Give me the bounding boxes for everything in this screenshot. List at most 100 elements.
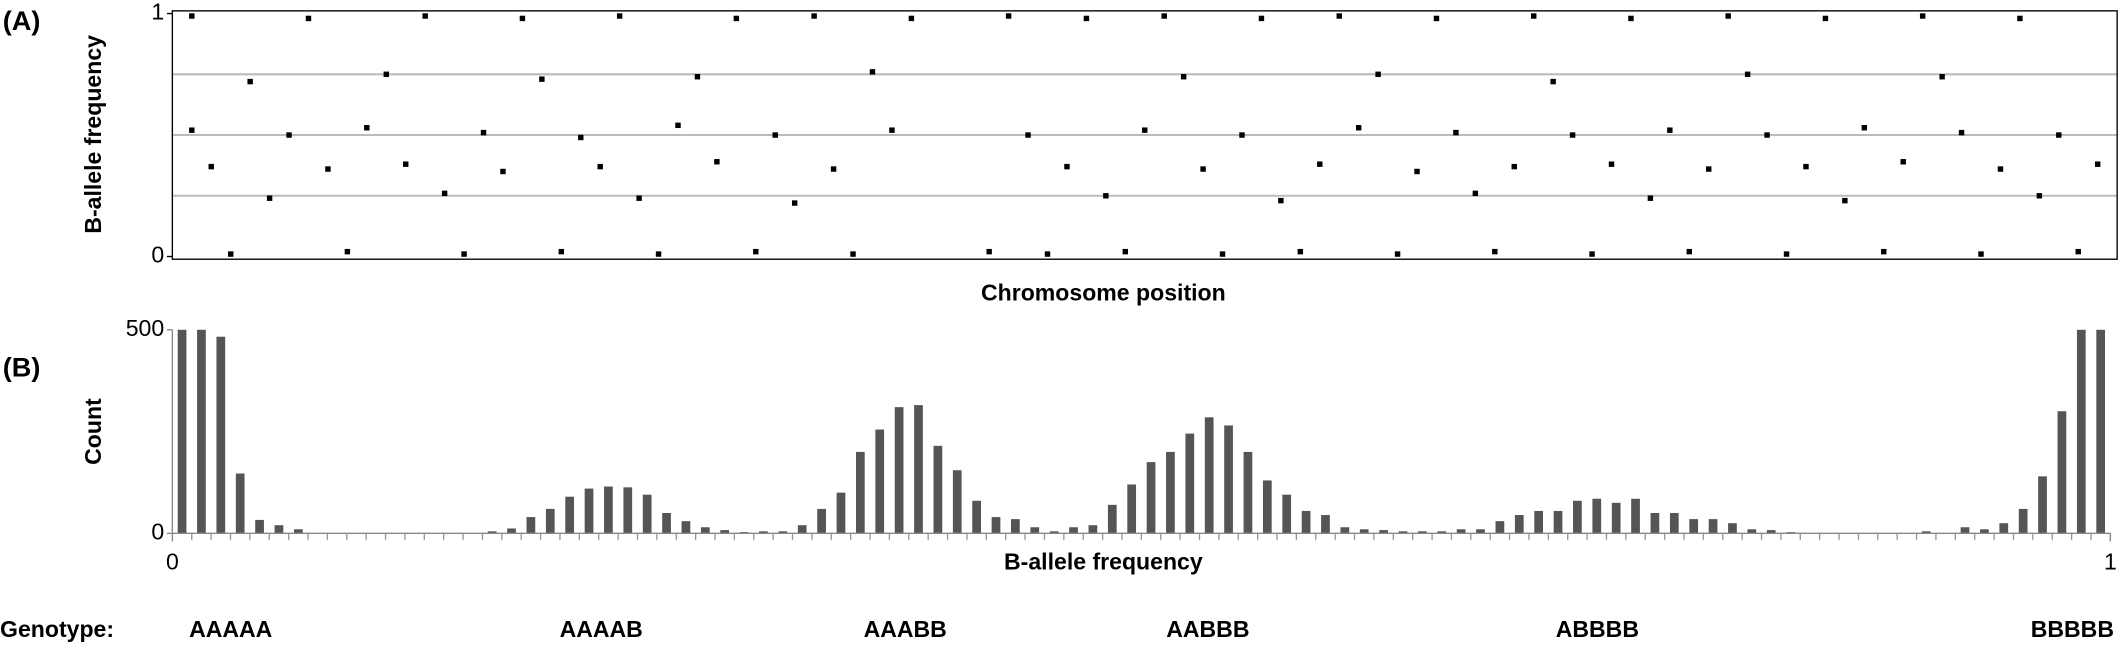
point bbox=[597, 163, 603, 170]
point bbox=[461, 251, 467, 257]
point bbox=[500, 168, 506, 175]
point bbox=[1219, 251, 1226, 257]
point bbox=[2036, 193, 2043, 199]
bar bbox=[894, 407, 904, 534]
bar bbox=[1766, 530, 1776, 534]
point bbox=[422, 13, 428, 19]
bar bbox=[197, 329, 206, 534]
point bbox=[830, 166, 837, 172]
bar bbox=[875, 429, 885, 534]
bar bbox=[1359, 529, 1369, 534]
point bbox=[247, 78, 253, 85]
bar bbox=[778, 531, 788, 534]
bar bbox=[836, 492, 846, 534]
point bbox=[791, 200, 798, 206]
bar bbox=[584, 488, 594, 534]
point bbox=[1842, 197, 1848, 204]
bar bbox=[545, 508, 555, 534]
point bbox=[1103, 193, 1109, 199]
bar bbox=[2096, 329, 2106, 534]
bar bbox=[1262, 480, 1272, 534]
bar bbox=[2057, 411, 2067, 534]
point bbox=[286, 132, 292, 138]
bar bbox=[1573, 500, 1582, 534]
bar bbox=[1166, 451, 1175, 534]
bar bbox=[1030, 527, 1040, 534]
bar bbox=[507, 528, 516, 534]
bar bbox=[1553, 510, 1563, 534]
point bbox=[616, 13, 623, 19]
point bbox=[2075, 248, 2081, 255]
bar bbox=[1185, 433, 1195, 534]
bar bbox=[1611, 502, 1621, 534]
bar bbox=[720, 530, 730, 534]
genotype-label: AAAAB bbox=[560, 616, 643, 642]
point bbox=[1005, 13, 1012, 19]
bar bbox=[1398, 531, 1408, 534]
bar bbox=[972, 500, 981, 534]
point bbox=[558, 248, 565, 255]
genotype-label: ABBBB bbox=[1556, 616, 1639, 642]
point bbox=[189, 127, 195, 133]
point bbox=[1822, 15, 1829, 22]
bar bbox=[526, 517, 536, 534]
bar bbox=[1418, 531, 1427, 534]
bar bbox=[933, 445, 943, 534]
point bbox=[305, 15, 312, 22]
point bbox=[1939, 74, 1945, 80]
bar bbox=[1534, 510, 1544, 534]
bar bbox=[1437, 531, 1447, 534]
bar bbox=[1340, 527, 1350, 534]
point bbox=[1394, 251, 1401, 257]
point bbox=[1647, 195, 1654, 201]
x-axis-label: Chromosome position bbox=[981, 280, 1226, 306]
bar bbox=[1669, 513, 1679, 534]
point bbox=[364, 125, 370, 131]
x-tick-label: 0 bbox=[166, 548, 179, 574]
y-tick-label: 0 bbox=[151, 518, 164, 544]
point bbox=[850, 251, 856, 257]
point bbox=[1783, 251, 1790, 257]
genotype-label: AAAAA bbox=[189, 616, 273, 642]
bar bbox=[1999, 523, 2009, 534]
point bbox=[1919, 13, 1926, 19]
point bbox=[1453, 129, 1459, 136]
bar bbox=[1069, 527, 1078, 534]
bar bbox=[2018, 508, 2028, 534]
bar bbox=[216, 336, 226, 534]
bar bbox=[1088, 525, 1098, 534]
point bbox=[1200, 166, 1206, 172]
bar bbox=[623, 487, 633, 534]
point bbox=[1686, 248, 1693, 255]
point bbox=[889, 127, 895, 133]
point bbox=[1569, 132, 1576, 138]
point bbox=[1064, 163, 1070, 170]
y-axis-label: Count bbox=[80, 398, 106, 465]
point bbox=[1589, 251, 1595, 257]
bar bbox=[1146, 462, 1156, 534]
point bbox=[636, 195, 642, 201]
point bbox=[1803, 163, 1809, 170]
point bbox=[480, 129, 487, 136]
bar bbox=[1107, 504, 1117, 534]
point bbox=[1239, 132, 1245, 138]
bar bbox=[1301, 510, 1311, 534]
point bbox=[1336, 13, 1342, 19]
bar bbox=[1708, 519, 1718, 534]
bar bbox=[177, 329, 187, 534]
point bbox=[1142, 127, 1148, 133]
point bbox=[2094, 161, 2101, 167]
bar bbox=[952, 470, 962, 534]
bar bbox=[1204, 417, 1214, 534]
point bbox=[694, 74, 701, 80]
point bbox=[1472, 190, 1479, 197]
bar bbox=[1127, 484, 1137, 534]
point bbox=[266, 195, 273, 201]
point bbox=[811, 13, 817, 19]
point bbox=[1725, 13, 1731, 19]
point bbox=[986, 248, 992, 255]
point bbox=[1861, 125, 1868, 131]
bar bbox=[1592, 498, 1602, 534]
